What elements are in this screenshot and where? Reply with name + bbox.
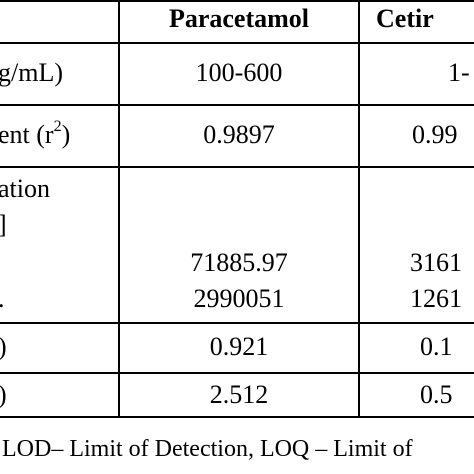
cell-paracetamol-correlation: 0.9897 [203,120,275,149]
row-rule-3 [0,322,474,324]
table-bottom-rule [0,416,474,418]
row-rule-2 [0,166,474,168]
row-rule-1 [0,104,474,106]
cell-cetirizine-slope: 3161 [410,248,462,277]
row-label-correlation: ent (r2) [0,118,71,150]
column-header-paracetamol: Paracetamol [168,4,310,33]
table-footnote: LOD– Limit of Detection, LOQ – Limit of [2,436,413,462]
row-label-regression-line1: ation [0,174,50,203]
cell-cetirizine-range: 1- [448,58,470,87]
cell-paracetamol-lod: 0.921 [209,332,269,361]
cell-paracetamol-intercept: 2990051 [193,284,285,313]
row-label-lod: ) [0,332,7,362]
row-label-range: g/mL) [0,58,63,87]
header-bottom-rule [0,42,474,44]
column-header-cetirizine: Cetir [376,4,434,33]
column-rule-1 [118,0,120,418]
column-rule-2 [358,0,360,418]
row-rule-4 [0,372,474,374]
cell-cetirizine-intercept: 1261 [410,284,462,313]
cell-paracetamol-loq: 2.512 [209,380,269,409]
cell-cetirizine-lod: 0.1 [420,332,453,361]
row-label-regression-line2: ] [0,210,7,240]
cell-cetirizine-correlation: 0.99 [412,120,458,149]
row-label-loq: ) [0,380,7,410]
cell-paracetamol-range: 100-600 [195,58,283,87]
table-top-rule [0,0,474,2]
row-label-regression-line4: . [0,284,5,314]
cell-cetirizine-loq: 0.5 [420,380,453,409]
cell-paracetamol-slope: 71885.97 [190,248,288,277]
